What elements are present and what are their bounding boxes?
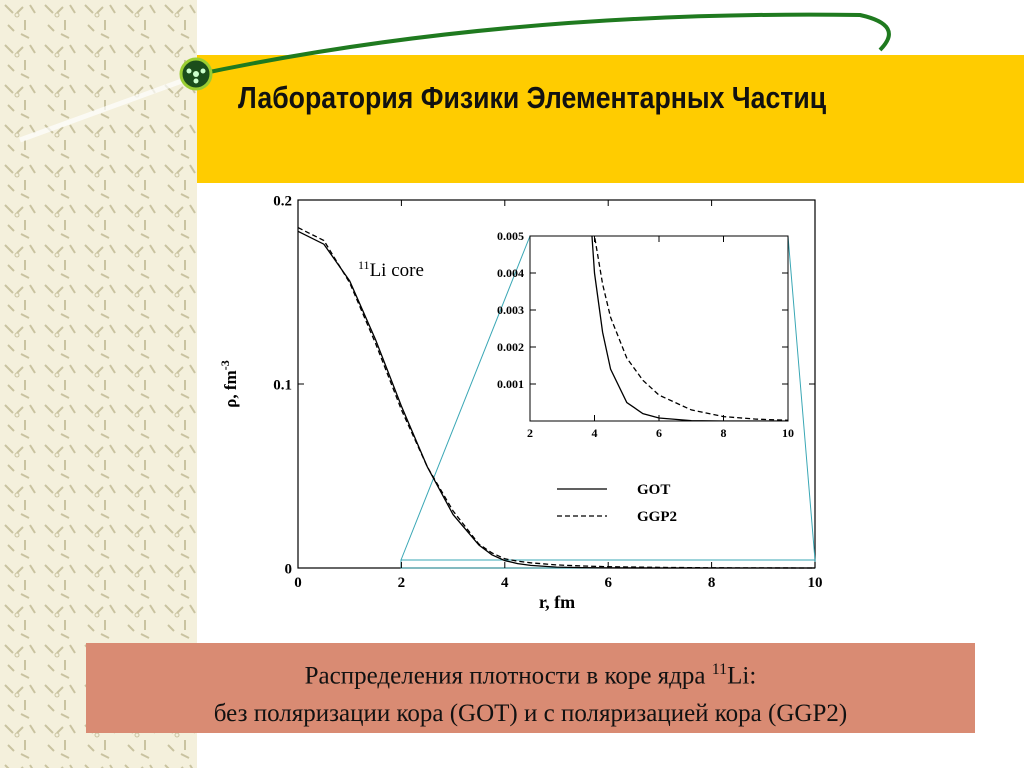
y-axis-label: ρ, fm-3 <box>218 360 240 407</box>
x-tick-label: 8 <box>708 575 716 591</box>
x-tick-label: 2 <box>398 575 406 591</box>
x-tick-label: 0 <box>294 575 302 591</box>
y-tick-label: 0.2 <box>273 193 292 209</box>
slide-title: Лаборатория Физики Элементарных Частиц <box>238 80 827 115</box>
annotation: 11Li core <box>358 258 424 281</box>
x-tick-label: 10 <box>808 575 823 591</box>
y-tick-label: 0.1 <box>273 377 292 393</box>
side-pattern <box>0 0 197 768</box>
chart: 11Li core r, fm ρ, fm-3 0 2 4 6 8 10 0 0.1 0.2 2 4… <box>218 193 823 612</box>
caption-text: Li: <box>727 662 757 690</box>
y-tick-label: 0.004 <box>497 266 524 280</box>
caption-sup: 11 <box>711 661 728 678</box>
header-band <box>197 55 1024 183</box>
x-tick-label: 4 <box>501 575 509 591</box>
caption-text: Распределения плотности в коре ядра <box>304 662 712 690</box>
inset-frame <box>529 235 789 422</box>
zoom-connector <box>400 235 531 561</box>
inset-series <box>591 236 788 421</box>
zoom-connector <box>787 235 816 561</box>
inset-series <box>593 236 788 421</box>
header-decor <box>19 12 891 143</box>
x-tick-label: 6 <box>656 426 662 440</box>
line-series <box>297 227 816 569</box>
x-tick-label: 8 <box>721 426 727 440</box>
x-tick-label: 10 <box>782 426 794 440</box>
y-tick-label: 0.003 <box>497 303 524 317</box>
y-tick-label: 0 <box>285 561 293 577</box>
y-tick-label: 0.005 <box>497 229 524 243</box>
caption: Распределения плотности в коре ядра 11Li… <box>86 643 975 733</box>
x-tick-label: 2 <box>527 426 533 440</box>
x-tick-label: 4 <box>592 426 598 440</box>
x-tick-label: 6 <box>604 575 612 591</box>
caption-text: без поляризации кора (GOT) и с поляризац… <box>213 700 848 728</box>
x-axis-label: r, fm <box>539 592 575 612</box>
legend-label: GOT <box>637 482 670 498</box>
legend-label: GGP2 <box>637 509 677 525</box>
y-tick-label: 0.002 <box>497 340 524 354</box>
y-tick-label: 0.001 <box>497 377 524 391</box>
